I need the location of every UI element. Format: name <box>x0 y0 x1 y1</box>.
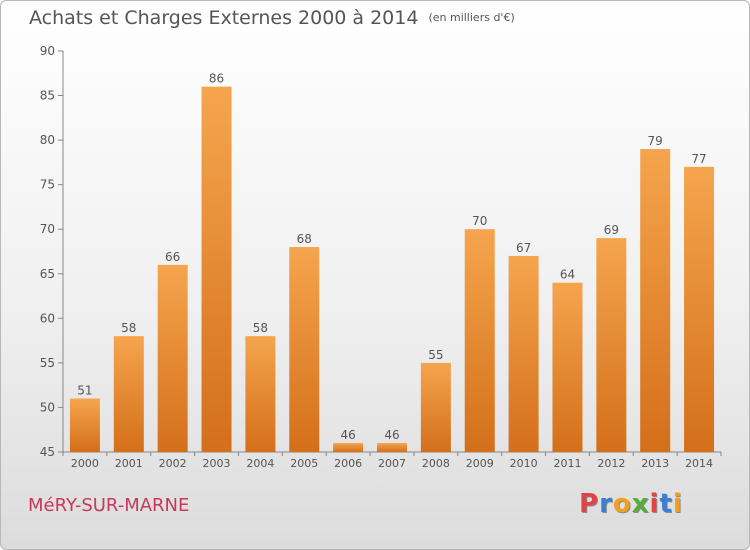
bar <box>552 282 583 452</box>
bar <box>113 336 144 452</box>
bar <box>245 336 276 452</box>
y-tick-label: 65 <box>40 267 55 281</box>
city-name: MéRY-SUR-MARNE <box>28 495 190 516</box>
bar <box>596 238 627 452</box>
logo-letter: t <box>659 489 673 519</box>
bar-value-label: 46 <box>340 428 355 442</box>
bar <box>684 166 715 452</box>
logo-letter: x <box>631 489 650 519</box>
bar <box>289 247 320 452</box>
y-axis: 45 50 55 60 65 70 75 80 85 90 <box>40 44 64 459</box>
x-tick-label: 2013 <box>641 457 669 470</box>
y-tick-label: 80 <box>40 133 55 147</box>
y-tick-label: 90 <box>40 44 55 58</box>
bar <box>420 362 451 452</box>
x-tick-label: 2000 <box>71 457 99 470</box>
bar-value-label: 77 <box>691 152 706 166</box>
x-tick-label: 2014 <box>685 457 713 470</box>
x-tick-label: 2005 <box>290 457 318 470</box>
bar <box>377 443 407 452</box>
y-tick-label: 75 <box>40 178 55 192</box>
x-tick-label: 2011 <box>553 457 581 470</box>
bar-value-label: 55 <box>428 348 443 362</box>
x-tick-label: 2002 <box>159 457 187 470</box>
bar-value-label: 69 <box>604 223 619 237</box>
bar <box>201 86 232 453</box>
y-tick-label: 50 <box>40 400 55 414</box>
x-tick-label: 2001 <box>115 457 143 470</box>
y-tick-label: 60 <box>40 311 55 325</box>
x-tick-label: 2006 <box>334 457 362 470</box>
x-tick-label: 2012 <box>597 457 625 470</box>
x-axis: 2000 2001 2002 2003 2004 2005 2006 2007 2008 2009… <box>62 451 722 470</box>
bar-value-label: 64 <box>560 268 575 282</box>
y-tick-label: 70 <box>40 222 55 236</box>
bar-value-label: 46 <box>384 428 399 442</box>
chart-title: Achats et Charges Externes 2000 à 2014 (e… <box>29 7 515 29</box>
logo-letter: i <box>649 489 660 519</box>
x-tick-label: 2007 <box>378 457 406 470</box>
proxiti-logo: Proxiti <box>579 489 683 519</box>
bar <box>464 229 495 452</box>
logo-letter: r <box>599 489 613 519</box>
bar <box>333 443 364 452</box>
bar <box>508 255 539 452</box>
bar-value-label: 51 <box>77 384 92 398</box>
bar-value-label: 68 <box>297 232 312 246</box>
x-tick-label: 2004 <box>246 457 274 470</box>
y-tick-label: 85 <box>40 89 55 103</box>
x-tick-label: 2010 <box>510 457 538 470</box>
chart-title-text: Achats et Charges Externes 2000 à 2014 <box>29 7 419 29</box>
logo-letter: P <box>579 489 600 519</box>
bar-value-label: 79 <box>648 134 663 148</box>
bar-value-label: 58 <box>121 321 136 335</box>
bar-value-label: 66 <box>165 250 180 264</box>
logo-letter: o <box>612 489 632 519</box>
bar <box>157 264 188 452</box>
bar-value-label: 86 <box>209 72 224 86</box>
y-tick-label: 45 <box>40 445 55 459</box>
y-tick-label: 55 <box>40 356 55 370</box>
logo-letter: i <box>672 489 683 519</box>
x-tick-label: 2008 <box>422 457 450 470</box>
bar-value-label: 58 <box>253 321 268 335</box>
bar <box>69 398 100 452</box>
x-tick-label: 2009 <box>466 457 494 470</box>
bar-value-label: 67 <box>516 241 531 255</box>
bars: 51 58 66 86 58 68 46 46 55 70 67 64 69 79 77 <box>69 72 715 453</box>
chart-unit: (en milliers d'€) <box>428 11 515 24</box>
bar-value-label: 70 <box>472 214 487 228</box>
x-tick-label: 2003 <box>203 457 231 470</box>
bar <box>640 149 671 452</box>
